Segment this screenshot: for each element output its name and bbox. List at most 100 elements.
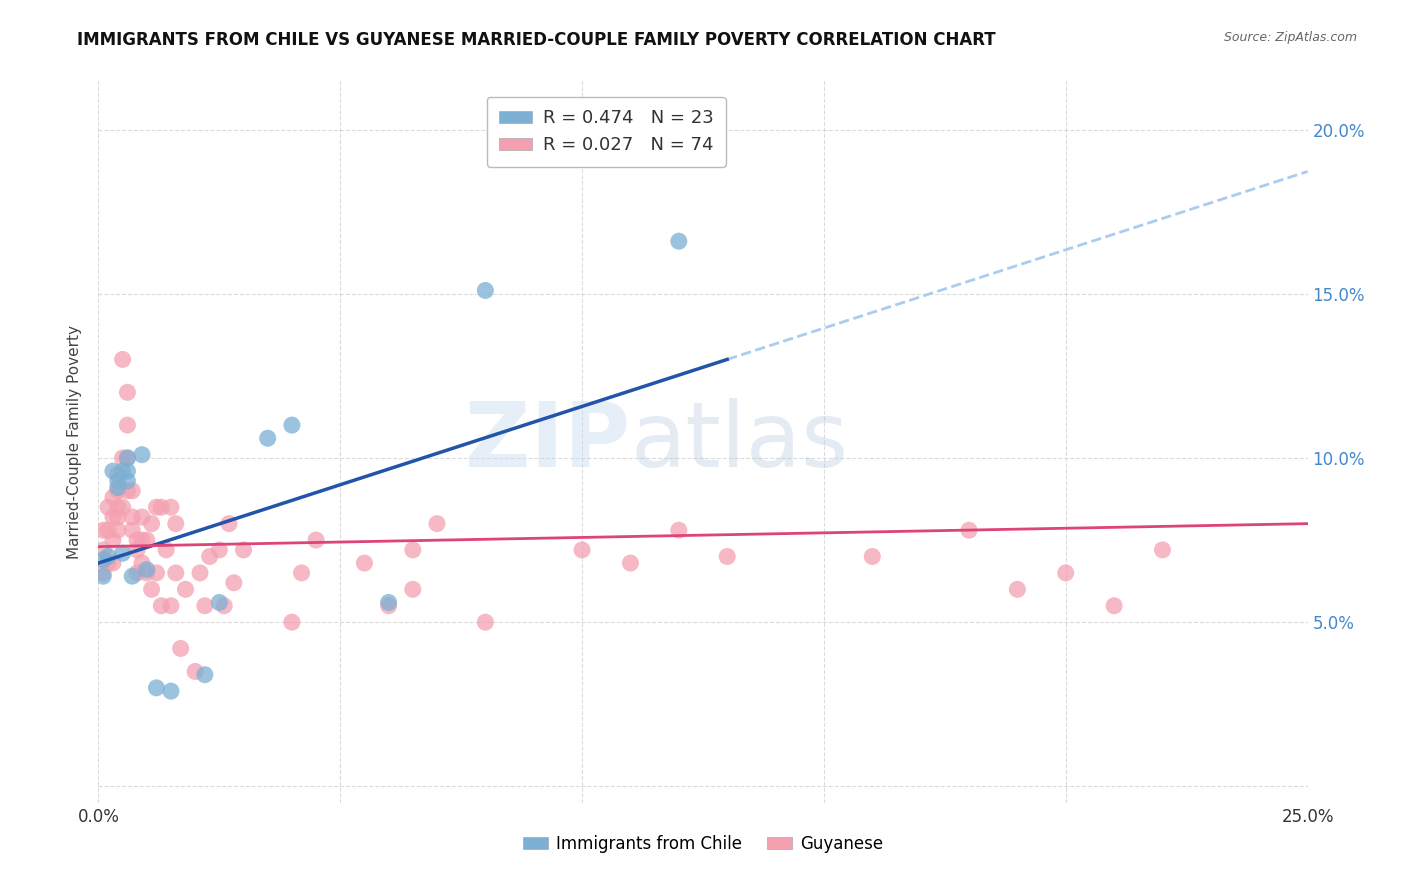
Point xyxy=(117,474,139,488)
Point xyxy=(145,566,167,580)
Point xyxy=(222,575,245,590)
Point xyxy=(165,516,187,531)
Point xyxy=(107,483,129,498)
Point xyxy=(1007,582,1029,597)
Text: ZIP: ZIP xyxy=(465,398,630,485)
Point xyxy=(101,556,124,570)
Point xyxy=(107,510,129,524)
Text: IMMIGRANTS FROM CHILE VS GUYANESE MARRIED-COUPLE FAMILY POVERTY CORRELATION CHAR: IMMIGRANTS FROM CHILE VS GUYANESE MARRIE… xyxy=(77,31,995,49)
Point xyxy=(212,599,235,613)
Point xyxy=(91,569,114,583)
Point xyxy=(860,549,883,564)
Point xyxy=(135,533,157,547)
Point xyxy=(97,523,120,537)
Point xyxy=(194,599,217,613)
Point xyxy=(281,615,304,630)
Point xyxy=(232,542,254,557)
Point xyxy=(121,483,143,498)
Point xyxy=(127,566,149,580)
Point xyxy=(290,566,312,580)
Point xyxy=(91,523,114,537)
Point xyxy=(165,566,187,580)
Point xyxy=(402,582,425,597)
Point xyxy=(117,450,139,465)
Point xyxy=(97,549,120,564)
Point xyxy=(121,510,143,524)
Point xyxy=(91,566,114,580)
Point xyxy=(194,667,217,681)
Point xyxy=(141,582,163,597)
Point xyxy=(127,533,149,547)
Point xyxy=(117,450,139,465)
Point xyxy=(198,549,221,564)
Point xyxy=(131,448,153,462)
Point xyxy=(1102,599,1125,613)
Point xyxy=(619,556,641,570)
Point xyxy=(208,542,231,557)
Point xyxy=(1054,566,1077,580)
Point xyxy=(145,500,167,515)
Point xyxy=(160,599,183,613)
Point xyxy=(111,352,134,367)
Point xyxy=(571,542,593,557)
Point xyxy=(107,481,129,495)
Point xyxy=(97,556,120,570)
Point xyxy=(281,418,304,433)
Point xyxy=(131,510,153,524)
Point xyxy=(353,556,375,570)
Point xyxy=(121,569,143,583)
Text: atlas: atlas xyxy=(630,398,849,485)
Point xyxy=(145,681,167,695)
Point xyxy=(155,542,177,557)
Text: Source: ZipAtlas.com: Source: ZipAtlas.com xyxy=(1223,31,1357,45)
Point xyxy=(208,595,231,609)
Legend: Immigrants from Chile, Guyanese: Immigrants from Chile, Guyanese xyxy=(516,828,890,860)
Point xyxy=(474,284,496,298)
Y-axis label: Married-Couple Family Poverty: Married-Couple Family Poverty xyxy=(67,325,83,558)
Point xyxy=(256,431,278,445)
Point xyxy=(957,523,980,537)
Point xyxy=(218,516,240,531)
Point xyxy=(117,483,139,498)
Point xyxy=(107,500,129,515)
Point xyxy=(111,500,134,515)
Point xyxy=(101,510,124,524)
Point xyxy=(150,500,173,515)
Point xyxy=(131,533,153,547)
Point xyxy=(668,234,690,248)
Point xyxy=(184,665,207,679)
Point xyxy=(107,474,129,488)
Point xyxy=(101,464,124,478)
Point xyxy=(169,641,191,656)
Point xyxy=(117,418,139,433)
Point xyxy=(101,491,124,505)
Point xyxy=(150,599,173,613)
Point xyxy=(135,566,157,580)
Point xyxy=(101,533,124,547)
Point xyxy=(135,563,157,577)
Point xyxy=(1152,542,1174,557)
Point xyxy=(377,595,399,609)
Point xyxy=(402,542,425,557)
Point xyxy=(111,546,134,560)
Point xyxy=(121,523,143,537)
Point xyxy=(377,599,399,613)
Point xyxy=(305,533,328,547)
Point xyxy=(127,542,149,557)
Point xyxy=(160,500,183,515)
Point xyxy=(97,500,120,515)
Point xyxy=(668,523,690,537)
Point xyxy=(174,582,197,597)
Point xyxy=(141,516,163,531)
Point xyxy=(188,566,211,580)
Point xyxy=(107,467,129,482)
Point xyxy=(107,523,129,537)
Point xyxy=(91,542,114,557)
Point xyxy=(111,450,134,465)
Point xyxy=(117,464,139,478)
Point xyxy=(131,556,153,570)
Point xyxy=(426,516,449,531)
Point xyxy=(117,385,139,400)
Point xyxy=(160,684,183,698)
Point xyxy=(111,464,134,478)
